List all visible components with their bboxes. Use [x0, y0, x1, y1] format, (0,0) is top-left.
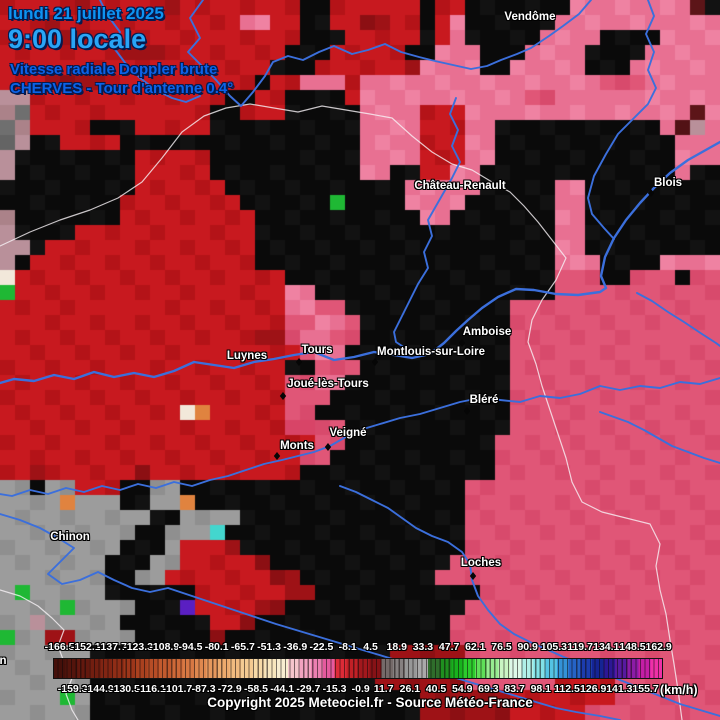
city-label: Luynes: [226, 350, 268, 362]
scale-tick-bottom: -87.3: [191, 683, 216, 695]
city-label: Veigné: [329, 427, 367, 439]
scale-tick-top: -51.3: [257, 641, 282, 653]
scale-tick-bottom: 69.3: [478, 683, 499, 695]
scale-tick-bottom: -29.7: [296, 683, 321, 695]
scale-tick-bottom: 40.5: [425, 683, 447, 695]
scale-tick-bottom: 83.7: [504, 683, 525, 695]
copyright-text: Copyright 2025 Meteociel.fr - Source Mét…: [207, 695, 533, 710]
scale-tick-bottom: -130.5: [110, 683, 140, 695]
scale-tick-top: -22.5: [309, 641, 334, 653]
scale-tick-top: -152.1: [70, 641, 101, 653]
scale-tick-bottom: -116.1: [136, 683, 166, 695]
scale-tick-top: 62.1: [465, 641, 486, 653]
scale-tick-top: -65.7: [230, 641, 255, 653]
scale-tick-top: -166.5: [44, 641, 75, 653]
scale-tick-bottom: -72.9: [217, 683, 242, 695]
scale-tick-bottom: -44.1: [270, 683, 295, 695]
scale-tick-bottom: 141.3: [606, 683, 633, 695]
scale-tick-top: 119.7: [567, 641, 593, 653]
city-label: Montlouis-sur-Loire: [377, 346, 485, 358]
scale-tick-top: 4.5: [363, 641, 378, 653]
scale-tick-bottom: 54.9: [451, 683, 473, 695]
scale-tick-bottom: 155.7: [632, 683, 659, 695]
scale-tick-bottom: -101.7: [162, 683, 193, 695]
scale-tick-bottom: -144.9: [83, 683, 114, 695]
velocity-colorbar: [53, 658, 663, 679]
scale-tick-top: -36.9: [283, 641, 308, 653]
city-label: Tours: [301, 344, 333, 356]
city-label: Vendôme: [504, 11, 556, 23]
city-label: Monts: [280, 440, 314, 452]
city-label: Amboise: [462, 326, 512, 338]
scale-tick-top: 47.7: [438, 641, 460, 653]
header-date: lundi 21 juillet 2025: [8, 4, 164, 23]
header-product-title: Vitesse radiale Doppler brute: [10, 61, 218, 78]
header-time: 9:00 locale: [8, 24, 147, 54]
scale-tick-top: -108.9: [149, 641, 180, 653]
scale-tick-top: 134.1: [593, 641, 620, 653]
scale-tick-top: 76.5: [491, 641, 512, 653]
scale-tick-top: 90.9: [517, 641, 538, 653]
scale-tick-top: 105.3: [540, 641, 568, 653]
scale-tick-top: -94.5: [178, 641, 203, 653]
scale-tick-top: -8.1: [338, 641, 357, 653]
scale-tick-top: 148.5: [619, 641, 646, 653]
scale-tick-top: 33.3: [412, 641, 434, 653]
scale-tick-top: -123.3: [123, 641, 153, 653]
scale-tick-top: 162.9: [645, 641, 672, 653]
scale-tick-bottom: -159.3: [57, 683, 88, 695]
scale-tick-top: -137.7: [97, 641, 127, 653]
scale-tick-top: -80.1: [204, 641, 229, 653]
scale-tick-bottom: -58.5: [244, 683, 268, 695]
city-label: Joué-lès-Tours: [287, 378, 369, 390]
scale-tick-bottom: 26.1: [399, 683, 421, 695]
scale-tick-bottom: -0.9: [351, 683, 370, 695]
scale-tick-bottom: 11.7: [373, 683, 394, 695]
scale-tick-bottom: 112.5: [554, 683, 580, 695]
header-radar-info: CHERVES - Tour d'antenne 0.4°: [10, 80, 234, 97]
scale-tick-bottom: -15.3: [322, 683, 347, 695]
city-label: Blois: [653, 177, 683, 189]
scale-tick-bottom: 98.1: [530, 683, 551, 695]
city-label: Chinon: [50, 531, 90, 543]
city-label: Loches: [460, 557, 502, 569]
scale-tick-bottom: 126.9: [580, 683, 607, 695]
scale-tick-top: 18.9: [386, 641, 407, 653]
city-label: Château-Renault: [414, 180, 506, 192]
city-label: Bléré: [469, 394, 499, 406]
city-label: n: [0, 655, 7, 667]
scale-unit-label: (km/h): [660, 683, 698, 697]
